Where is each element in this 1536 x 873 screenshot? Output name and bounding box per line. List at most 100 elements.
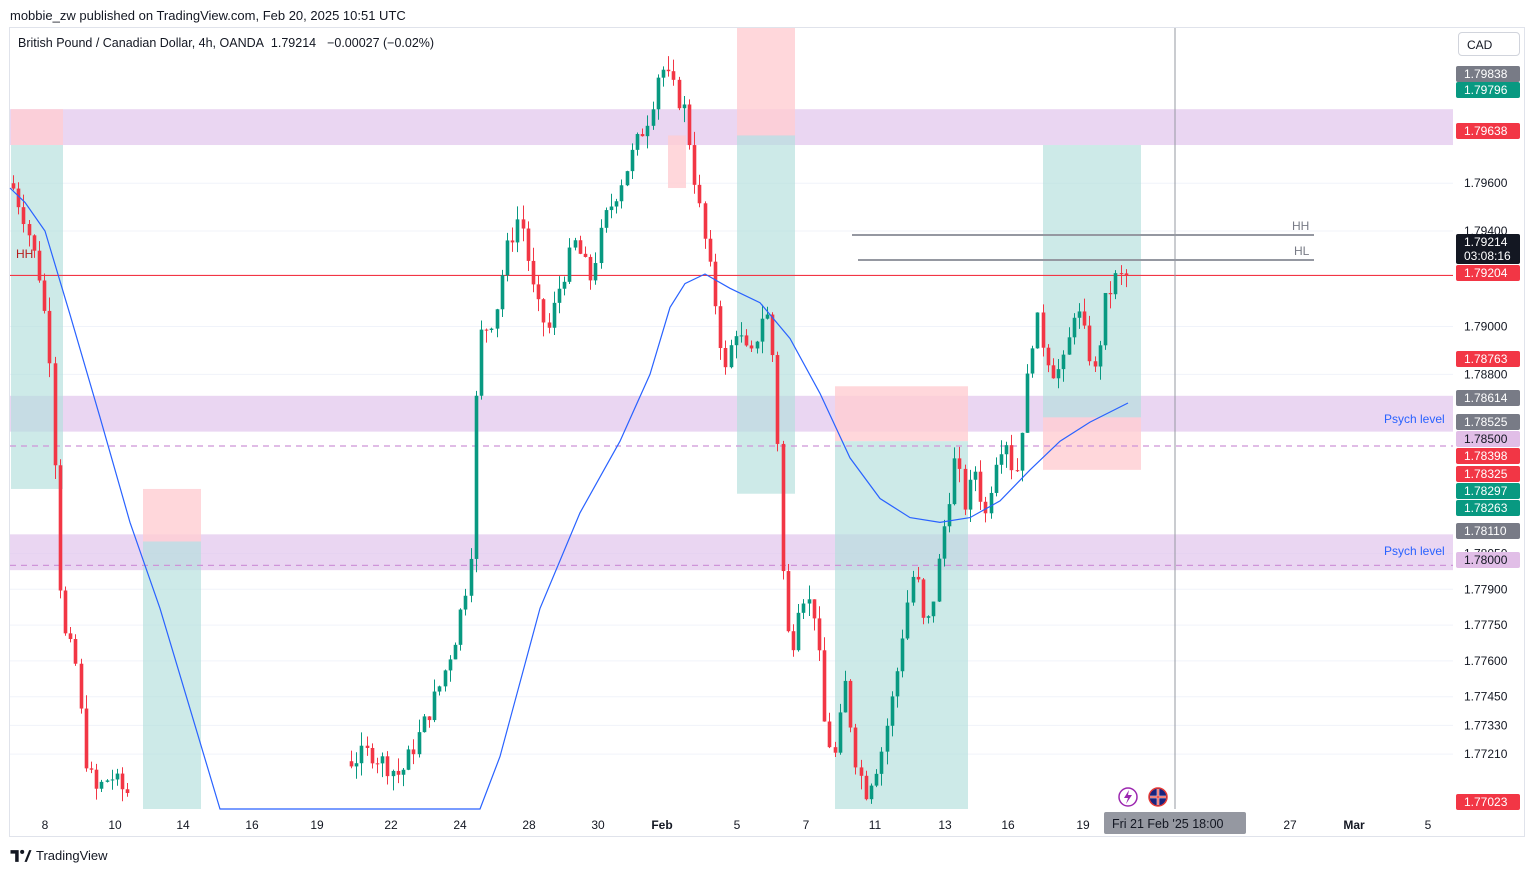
bear-candle-body (1009, 445, 1014, 471)
x-axis-tick-label: 19 (1076, 818, 1090, 832)
price-label-badge: 1.78110 (1456, 523, 1520, 539)
price-label-text: 1.78763 (1464, 352, 1508, 366)
bear-candle-body (63, 590, 68, 634)
bull-candle-body (422, 716, 427, 733)
x-axis-tick-label: 27 (1283, 818, 1297, 832)
bull-candle-body (432, 691, 437, 721)
crosshair-date-text: Fri 21 Feb '25 18:00 (1112, 817, 1224, 831)
bear-candle-body (723, 348, 728, 368)
bear-candle-body (817, 618, 822, 651)
price-label-bg (1456, 448, 1520, 464)
bull-candle-body (443, 670, 448, 687)
zones (10, 109, 1453, 571)
bull-candle-body (838, 712, 843, 753)
bull-candle-body (755, 341, 760, 349)
bear-candle-body (32, 235, 37, 251)
bear-candle-body (978, 471, 983, 502)
short-position-box (737, 28, 795, 136)
x-axis-tick-label: 5 (1425, 818, 1432, 832)
bear-candle-body (120, 773, 125, 790)
price-label-bg (1456, 466, 1520, 482)
x-axis-tick-label: 24 (453, 818, 467, 832)
price-label-text: 1.79214 (1464, 235, 1508, 249)
bear-candle-body (718, 306, 723, 349)
bear-candle-body (692, 145, 697, 185)
bear-candle-body (1051, 365, 1056, 379)
bear-candle-body (833, 747, 838, 753)
footer-brand[interactable]: TradingView (10, 848, 108, 863)
bull-candle-body (354, 763, 359, 767)
bull-candle-body (479, 329, 484, 396)
bull-candle-body (968, 479, 973, 510)
bull-candle-body (1072, 317, 1077, 338)
bull-candle-body (110, 779, 115, 781)
bear-candle-body (84, 708, 89, 769)
price-label-text: 1.79204 (1464, 266, 1508, 280)
bull-candle-body (1067, 337, 1072, 355)
bull-candle-body (463, 595, 468, 610)
bull-candle-body (999, 454, 1004, 465)
bull-candle-body (807, 599, 812, 604)
chart-annotation: HH (16, 247, 33, 261)
x-axis-tick-label: 7 (803, 818, 810, 832)
bull-candle-body (567, 247, 572, 282)
bull-candle-body (609, 206, 614, 211)
bear-candle-body (94, 769, 99, 789)
bear-candle-body (37, 250, 42, 281)
events (1118, 787, 1168, 807)
bull-candle-body (469, 558, 474, 596)
bear-candle-body (79, 663, 84, 709)
bull-candle-body (1030, 348, 1035, 374)
price-label-badge: 1.78398 (1456, 448, 1520, 464)
bear-candle-body (781, 443, 786, 572)
x-axis-tick-label: 19 (310, 818, 324, 832)
chart-annotation: HH (1292, 219, 1309, 233)
countdown-label: 03:08:16 (1464, 249, 1511, 263)
price-label-bg (1456, 523, 1520, 539)
bear-candle-body (827, 721, 832, 748)
price-label-text: 1.79796 (1464, 83, 1508, 97)
bull-candle-body (729, 345, 734, 368)
price-label-badge: 1.78263 (1456, 500, 1520, 516)
bull-candle-body (895, 671, 900, 697)
price-change: −0.00027 (−0.02%) (327, 36, 435, 50)
zone-band (10, 109, 1453, 146)
bull-candle-body (1103, 292, 1108, 346)
chart-frame (9, 27, 1525, 837)
symbol-title[interactable]: British Pound / Canadian Dollar, 4h, OAN… (18, 36, 264, 50)
bear-candle-body (47, 310, 52, 364)
price-label-bg (1456, 390, 1520, 406)
bear-candle-body (708, 238, 713, 262)
bear-candle-body (1041, 312, 1046, 348)
bull-candle-body (448, 659, 453, 671)
bull-candle-body (105, 780, 110, 782)
x-axis-tick-label: 8 (42, 818, 49, 832)
price-label-text: 1.78325 (1464, 467, 1508, 481)
price-label-text: 1.79638 (1464, 124, 1508, 138)
bull-candle-body (1035, 312, 1040, 349)
price-label-bg (1456, 66, 1520, 82)
bull-candle-body (661, 69, 666, 78)
price-label-text: 1.78500 (1464, 432, 1508, 446)
bull-candle-body (739, 335, 744, 337)
bear-candle-body (1124, 273, 1129, 276)
bear-candle-body (16, 188, 21, 208)
bull-candle-body (557, 288, 562, 303)
bear-candle-body (957, 458, 962, 469)
bear-candle-body (983, 501, 988, 514)
bull-candle-body (1056, 369, 1061, 379)
bull-candle-body (1098, 345, 1103, 367)
bear-candle-body (583, 253, 588, 257)
lightning-icon-bolt (1124, 790, 1132, 804)
bear-candle-body (1093, 361, 1098, 367)
y-axis-tick-label: 1.77750 (1464, 618, 1508, 632)
y-axis-tick-label: 1.77330 (1464, 718, 1508, 732)
y-axis-tick-label: 1.78800 (1464, 367, 1508, 381)
bull-candle-body (458, 609, 463, 645)
currency-button[interactable]: CAD (1458, 32, 1520, 56)
publisher-line: mobbie_zw published on TradingView.com, … (10, 8, 406, 23)
bear-candle-body (859, 767, 864, 776)
x-axis-tick-label: Feb (651, 818, 672, 832)
bull-candle-body (380, 756, 385, 764)
